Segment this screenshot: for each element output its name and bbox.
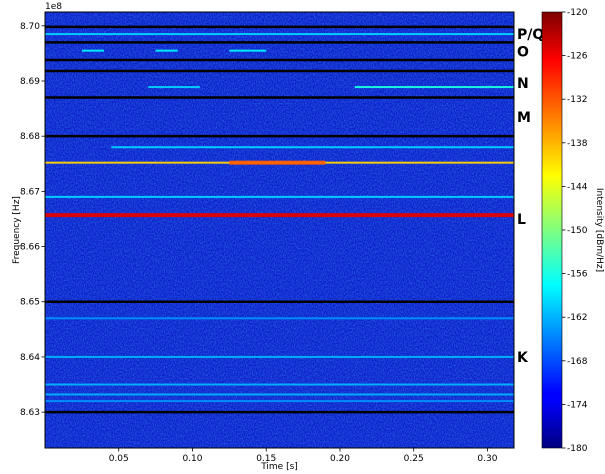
band-label-o: O — [517, 45, 529, 61]
signal-line-2 — [229, 160, 326, 165]
colorbar-tick-label: -156 — [567, 270, 588, 280]
x-axis-label: Time [s] — [260, 462, 298, 472]
colorbar — [541, 11, 563, 449]
x-tick-label: 0.10 — [182, 454, 202, 464]
colorbar-tick-label: -138 — [567, 139, 588, 149]
x-tick-label: 0.15 — [256, 454, 276, 464]
band-label-m: M — [517, 110, 531, 126]
colorbar-tick-label: -174 — [567, 400, 588, 410]
colorbar-ticks: -120 -126 -132 -138 -144 -150 -156 -162 -168 -174… — [562, 8, 588, 454]
x-tick-label: 0.20 — [330, 454, 350, 464]
signal-line-13 — [155, 49, 178, 52]
signal-line-11 — [354, 86, 514, 89]
colorbar-label: Intensity [dBm/Hz] — [594, 188, 604, 272]
x-tick-label: 0.05 — [109, 454, 129, 464]
colorbar-tick-label: -162 — [567, 313, 587, 323]
band-labels: P/Q ON M L K — [517, 27, 544, 366]
colorbar-tick-label: -144 — [567, 182, 588, 192]
x-tick-label: 0.30 — [477, 454, 497, 464]
x-axis-ticks: 0.05 0.10 0.15 0.20 0.25 0.30 — [109, 448, 498, 464]
signal-line-14 — [229, 49, 267, 52]
band-label-l: L — [517, 212, 526, 228]
plot-noise — [45, 12, 514, 448]
signal-line-15 — [148, 86, 200, 89]
signal-line-0 — [45, 213, 514, 218]
signal-layer — [45, 33, 515, 403]
y-tick-label: 8.63 — [20, 408, 40, 418]
y-tick-label: 8.68 — [20, 132, 40, 142]
band-label-p-q: P/Q — [517, 27, 544, 43]
colorbar-tick-label: -168 — [567, 357, 588, 367]
signal-line-7 — [45, 383, 514, 386]
signal-line-3 — [45, 195, 514, 198]
y-tick-label: 8.69 — [20, 77, 40, 87]
colorbar-tick-label: -150 — [567, 226, 588, 236]
x-tick-label: 0.25 — [404, 454, 424, 464]
offset-label: 1e8 — [45, 2, 62, 12]
y-tick-label: 8.64 — [20, 353, 40, 363]
y-tick-label: 8.66 — [20, 243, 40, 253]
signal-line-10 — [45, 33, 514, 36]
y-tick-label: 8.67 — [20, 187, 40, 197]
band-boundaries — [45, 25, 514, 414]
y-tick-label: 8.70 — [20, 22, 40, 32]
y-axis-ticks: 8.63 8.64 8.65 8.66 8.67 8.68 8.69 8.70 — [20, 22, 45, 418]
band-label-k: K — [517, 350, 529, 366]
colorbar-tick-label: -180 — [567, 444, 588, 454]
colorbar-tick-label: -132 — [567, 95, 587, 105]
signal-line-12 — [81, 49, 104, 52]
signal-line-6 — [45, 355, 514, 358]
signal-line-8 — [45, 393, 514, 396]
band-label-n: N — [517, 76, 529, 92]
colorbar-tick-label: -126 — [567, 52, 588, 62]
plot-frame — [44, 11, 515, 449]
signal-line-5 — [45, 317, 514, 320]
y-tick-label: 8.65 — [20, 298, 40, 308]
signal-line-9 — [45, 400, 514, 403]
colorbar-tick-label: -120 — [567, 8, 588, 18]
y-axis-label: Frequency [Hz] — [12, 196, 22, 264]
signal-line-4 — [111, 146, 515, 149]
